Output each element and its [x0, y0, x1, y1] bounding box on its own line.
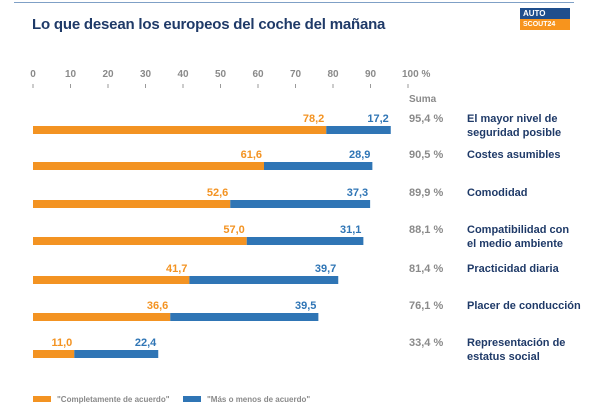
- axis-tick-label-90: 90: [365, 69, 377, 80]
- logo-line-2: SCOUT24: [520, 19, 570, 30]
- category-label-1-0: Costes asumibles: [467, 149, 561, 161]
- category-label-5-0: Placer de conducción: [467, 300, 581, 312]
- bar-mas-o-menos-0: [326, 126, 391, 134]
- value-label-mas-o-menos-5: 39,5: [295, 300, 316, 312]
- category-label-3-0: Compatibilidad con: [467, 224, 569, 236]
- axis-tick-label-40: 40: [177, 69, 189, 80]
- axis-tick-label-20: 20: [102, 69, 114, 80]
- bar-mas-o-menos-1: [264, 162, 373, 170]
- value-label-mas-o-menos-6: 22,4: [135, 337, 157, 349]
- category-label-2-0: Comodidad: [467, 187, 528, 199]
- category-label-6-1: estatus social: [467, 351, 540, 363]
- value-label-mas-o-menos-0: 17,2: [367, 113, 388, 125]
- sum-column-header: Suma: [409, 94, 437, 105]
- logo-line-1: AUTO: [520, 8, 570, 19]
- value-label-mas-o-menos-2: 37,3: [347, 187, 368, 199]
- value-label-completamente-5: 36,6: [147, 300, 168, 312]
- legend-label-completamente: "Completamente de acuerdo": [57, 395, 170, 404]
- bar-completamente-1: [33, 162, 264, 170]
- bar-completamente-2: [33, 200, 231, 208]
- axis-tick-label-10: 10: [65, 69, 77, 80]
- bar-mas-o-menos-2: [230, 200, 371, 208]
- bar-completamente-4: [33, 276, 190, 284]
- value-label-completamente-2: 52,6: [207, 187, 228, 199]
- value-label-completamente-3: 57,0: [223, 224, 244, 236]
- axis-tick-label-80: 80: [327, 69, 339, 80]
- value-label-mas-o-menos-3: 31,1: [340, 224, 361, 236]
- legend-swatch-mas-o-menos: [183, 396, 201, 402]
- autoscout24-logo: AUTO SCOUT24: [520, 8, 570, 30]
- category-label-0-1: seguridad posible: [467, 127, 561, 139]
- axis-tick-label-70: 70: [290, 69, 302, 80]
- sum-value-2: 89,9 %: [409, 187, 443, 199]
- category-label-4-0: Practicidad diaria: [467, 263, 560, 275]
- value-label-completamente-0: 78,2: [303, 113, 324, 125]
- legend-label-mas-o-menos: "Más o menos de acuerdo": [207, 395, 310, 404]
- axis-tick-label-0: 0: [30, 69, 36, 80]
- sum-value-0: 95,4 %: [409, 113, 443, 125]
- sum-value-5: 76,1 %: [409, 300, 443, 312]
- bar-mas-o-menos-4: [189, 276, 339, 284]
- bar-completamente-3: [33, 237, 247, 245]
- value-label-mas-o-menos-4: 39,7: [315, 263, 336, 275]
- axis-tick-label-60: 60: [252, 69, 264, 80]
- bar-completamente-6: [33, 350, 75, 358]
- value-label-completamente-1: 61,6: [241, 149, 262, 161]
- bar-mas-o-menos-3: [246, 237, 364, 245]
- top-rule: [14, 2, 574, 3]
- category-label-6-0: Representación de: [467, 337, 565, 349]
- value-label-completamente-6: 11,0: [51, 337, 72, 349]
- bar-completamente-0: [33, 126, 327, 134]
- category-label-3-1: el medio ambiente: [467, 238, 563, 250]
- category-label-0-0: El mayor nivel de: [467, 113, 557, 125]
- sum-value-3: 88,1 %: [409, 224, 443, 236]
- bar-mas-o-menos-5: [170, 313, 319, 321]
- sum-value-4: 81,4 %: [409, 263, 443, 275]
- sum-value-6: 33,4 %: [409, 337, 443, 349]
- axis-tick-label-100: 100 %: [402, 69, 430, 80]
- value-label-mas-o-menos-1: 28,9: [349, 149, 370, 161]
- bar-completamente-5: [33, 313, 171, 321]
- axis-tick-label-50: 50: [215, 69, 227, 80]
- chart-title: Lo que desean los europeos del coche del…: [32, 16, 386, 33]
- value-label-completamente-4: 41,7: [166, 263, 187, 275]
- sum-value-1: 90,5 %: [409, 149, 443, 161]
- axis-tick-label-30: 30: [140, 69, 152, 80]
- bar-mas-o-menos-6: [74, 350, 159, 358]
- legend-swatch-completamente: [33, 396, 51, 402]
